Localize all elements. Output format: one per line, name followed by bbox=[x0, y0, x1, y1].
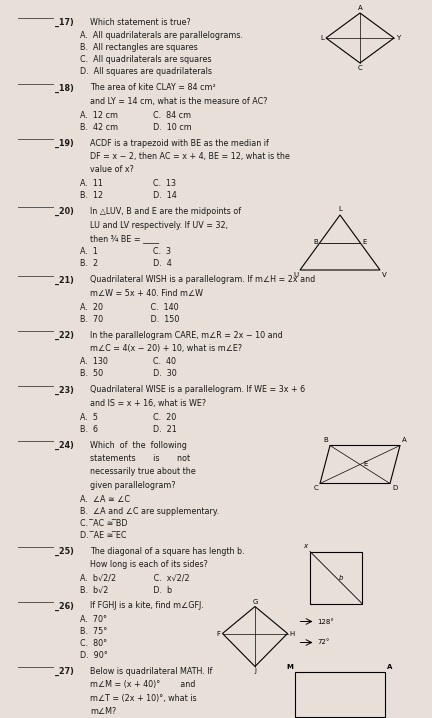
Text: B.  ∠A and ∠C are supplementary.: B. ∠A and ∠C are supplementary. bbox=[80, 506, 219, 516]
Text: C.  ̅AC ≅ ̅BD: C. ̅AC ≅ ̅BD bbox=[80, 518, 127, 528]
Text: Y: Y bbox=[396, 35, 400, 41]
Text: If FGHJ is a kite, find m∠GFJ.: If FGHJ is a kite, find m∠GFJ. bbox=[90, 602, 204, 610]
Text: m∠C = 4(x − 20) + 10, what is m∠E?: m∠C = 4(x − 20) + 10, what is m∠E? bbox=[90, 344, 242, 353]
Text: m∠T = (2x + 10)°, what is: m∠T = (2x + 10)°, what is bbox=[90, 694, 197, 703]
Text: 128°: 128° bbox=[318, 618, 334, 625]
Text: C: C bbox=[358, 65, 362, 71]
Text: How long is each of its sides?: How long is each of its sides? bbox=[90, 560, 208, 569]
Text: B.  50                    D.  30: B. 50 D. 30 bbox=[80, 370, 177, 378]
Text: In the parallelogram CARE, m∠R = 2x − 10 and: In the parallelogram CARE, m∠R = 2x − 10… bbox=[90, 330, 283, 340]
Text: Which statement is true?: Which statement is true? bbox=[90, 18, 191, 27]
Text: b: b bbox=[339, 574, 343, 580]
Text: B.  6                      D.  21: B. 6 D. 21 bbox=[80, 424, 177, 434]
Text: A.  ∠A ≅ ∠C: A. ∠A ≅ ∠C bbox=[80, 495, 130, 503]
Text: A: A bbox=[358, 5, 362, 11]
Text: B.  b√2                  D.  b: B. b√2 D. b bbox=[80, 585, 172, 595]
Text: B: B bbox=[313, 240, 318, 246]
Text: D.  ̅AE ≅ ̅EC: D. ̅AE ≅ ̅EC bbox=[80, 531, 127, 539]
Text: _22): _22) bbox=[55, 330, 74, 340]
Text: 72°: 72° bbox=[318, 640, 330, 645]
Text: B: B bbox=[323, 437, 328, 444]
Text: Which  of  the  following: Which of the following bbox=[90, 441, 187, 449]
Text: J: J bbox=[254, 668, 256, 674]
Text: D.  All squares are quadrilaterals: D. All squares are quadrilaterals bbox=[80, 67, 212, 77]
Text: B.  75°: B. 75° bbox=[80, 627, 107, 636]
Text: _23): _23) bbox=[55, 386, 74, 395]
Text: m∠W = 5x + 40. Find m∠W: m∠W = 5x + 40. Find m∠W bbox=[90, 289, 203, 298]
Text: D: D bbox=[392, 485, 397, 492]
Text: necessarily true about the: necessarily true about the bbox=[90, 467, 196, 477]
Text: given parallelogram?: given parallelogram? bbox=[90, 481, 176, 490]
Text: B.  12                    D.  14: B. 12 D. 14 bbox=[80, 191, 177, 200]
Text: C.  All quadrilaterals are squares: C. All quadrilaterals are squares bbox=[80, 55, 212, 65]
Text: A: A bbox=[387, 664, 392, 670]
Text: A.  12 cm              C.  84 cm: A. 12 cm C. 84 cm bbox=[80, 111, 191, 119]
Text: _19): _19) bbox=[55, 139, 74, 148]
Text: L: L bbox=[320, 35, 324, 41]
Text: then ¾ BE = ____: then ¾ BE = ____ bbox=[90, 234, 159, 243]
Text: The area of kite CLAY = 84 cm²: The area of kite CLAY = 84 cm² bbox=[90, 83, 216, 93]
Text: A.  20                   C.  140: A. 20 C. 140 bbox=[80, 302, 178, 312]
Text: A.  All quadrilaterals are parallelograms.: A. All quadrilaterals are parallelograms… bbox=[80, 32, 243, 40]
Text: G: G bbox=[252, 599, 257, 605]
Text: B.  42 cm              D.  10 cm: B. 42 cm D. 10 cm bbox=[80, 123, 192, 131]
Text: x: x bbox=[303, 543, 307, 549]
Text: A.  130                  C.  40: A. 130 C. 40 bbox=[80, 358, 176, 366]
Text: A.  5                      C.  20: A. 5 C. 20 bbox=[80, 413, 176, 421]
Text: LU and LV respectively. If UV = 32,: LU and LV respectively. If UV = 32, bbox=[90, 220, 228, 230]
Text: C.  80°: C. 80° bbox=[80, 639, 107, 648]
Text: B.  All rectangles are squares: B. All rectangles are squares bbox=[80, 44, 198, 52]
Text: V: V bbox=[382, 272, 387, 278]
Text: D.  90°: D. 90° bbox=[80, 651, 108, 660]
Text: The diagonal of a square has length b.: The diagonal of a square has length b. bbox=[90, 546, 245, 556]
Text: In △LUV, B and E are the midpoints of: In △LUV, B and E are the midpoints of bbox=[90, 207, 241, 216]
Text: L: L bbox=[338, 206, 342, 212]
Text: m∠M?: m∠M? bbox=[90, 707, 116, 717]
Text: A: A bbox=[402, 437, 407, 444]
Text: _25): _25) bbox=[55, 546, 74, 556]
Text: A.  1                      C.  3: A. 1 C. 3 bbox=[80, 248, 171, 256]
Text: DF = x − 2, then AC = x + 4, BE = 12, what is the: DF = x − 2, then AC = x + 4, BE = 12, wh… bbox=[90, 152, 290, 161]
Text: _24): _24) bbox=[55, 441, 74, 449]
Text: B.  70                   D.  150: B. 70 D. 150 bbox=[80, 314, 179, 324]
Text: A.  70°: A. 70° bbox=[80, 615, 107, 624]
Text: U: U bbox=[293, 272, 298, 278]
Text: Quadrilateral WISE is a parallelogram. If WE = 3x + 6: Quadrilateral WISE is a parallelogram. I… bbox=[90, 386, 305, 394]
Text: _17): _17) bbox=[55, 18, 74, 27]
Text: _21): _21) bbox=[55, 276, 74, 284]
Text: F: F bbox=[216, 630, 220, 636]
Text: and IS = x + 16, what is WE?: and IS = x + 16, what is WE? bbox=[90, 399, 206, 408]
Text: statements       is       not: statements is not bbox=[90, 454, 190, 463]
Text: Quadrilateral WISH is a parallelogram. If m∠H = 2x and: Quadrilateral WISH is a parallelogram. I… bbox=[90, 276, 315, 284]
Text: E: E bbox=[362, 240, 366, 246]
Text: C: C bbox=[313, 485, 318, 492]
Text: _26): _26) bbox=[55, 602, 74, 610]
Text: M: M bbox=[286, 664, 293, 670]
Text: value of x?: value of x? bbox=[90, 166, 134, 174]
Text: _27): _27) bbox=[55, 667, 74, 676]
Text: H: H bbox=[289, 630, 295, 636]
Text: and LY = 14 cm, what is the measure of AC?: and LY = 14 cm, what is the measure of A… bbox=[90, 97, 267, 106]
Text: Below is quadrilateral MATH. If: Below is quadrilateral MATH. If bbox=[90, 667, 213, 676]
Text: A.  11                    C.  13: A. 11 C. 13 bbox=[80, 179, 176, 188]
Text: m∠M = (x + 40)°        and: m∠M = (x + 40)° and bbox=[90, 681, 195, 689]
Text: _20): _20) bbox=[55, 207, 74, 216]
Text: A.  b√2/2               C.  x√2/2: A. b√2/2 C. x√2/2 bbox=[80, 574, 190, 582]
Text: E: E bbox=[363, 462, 367, 467]
Text: ACDF is a trapezoid with BE as the median if: ACDF is a trapezoid with BE as the media… bbox=[90, 139, 269, 147]
Text: B.  2                      D.  4: B. 2 D. 4 bbox=[80, 259, 172, 269]
Text: _18): _18) bbox=[55, 83, 74, 93]
